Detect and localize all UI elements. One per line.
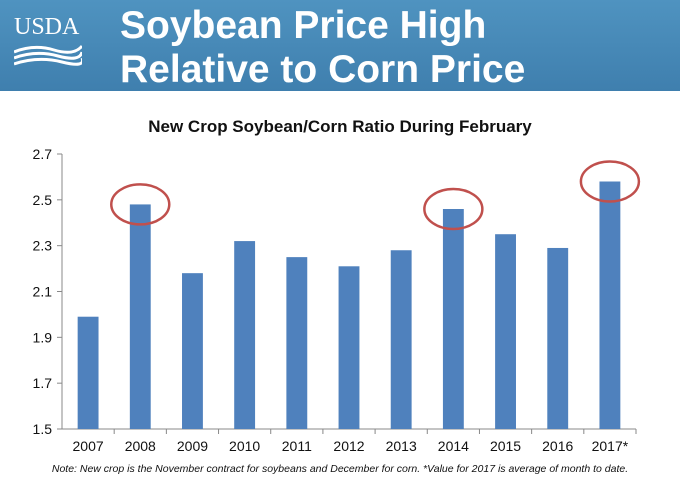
x-tick-label: 2008 bbox=[125, 438, 156, 454]
x-tick-label: 2016 bbox=[542, 438, 573, 454]
y-tick-label: 2.5 bbox=[33, 192, 53, 208]
chart-title: New Crop Soybean/Corn Ratio During Febru… bbox=[148, 117, 532, 136]
x-tick-label: 2017* bbox=[592, 438, 629, 454]
bar bbox=[286, 257, 308, 429]
highlight-circle bbox=[579, 160, 641, 203]
bar bbox=[495, 234, 516, 429]
y-tick-label: 1.9 bbox=[33, 329, 53, 345]
title-line-2: Relative to Corn Price bbox=[120, 48, 526, 91]
header-banner: USDA Soybean Price High Relative to Corn… bbox=[0, 0, 680, 91]
x-tick-label: 2014 bbox=[438, 438, 469, 454]
x-tick-label: 2015 bbox=[490, 438, 521, 454]
y-tick-label: 2.3 bbox=[33, 238, 53, 254]
bar bbox=[234, 241, 256, 429]
y-tick-label: 2.1 bbox=[33, 284, 53, 300]
chart-note: Note: New crop is the November contract … bbox=[51, 463, 629, 475]
bar bbox=[599, 181, 621, 429]
page-title: Soybean Price High Relative to Corn Pric… bbox=[120, 4, 670, 92]
y-tick-label: 1.7 bbox=[33, 375, 53, 391]
x-tick-label: 2009 bbox=[177, 438, 208, 454]
bar-chart: 1.5 1.7 1.9 2.1 2.3 2.5 2.7 2007 2008 2009 2010 201… bbox=[33, 146, 641, 454]
x-tick-label: 2010 bbox=[229, 438, 260, 454]
x-tick-label: 2011 bbox=[282, 438, 312, 454]
bar bbox=[547, 247, 569, 429]
title-line-1: Soybean Price High bbox=[120, 4, 487, 47]
logo-text: USDA bbox=[14, 14, 80, 40]
logo-landscape-icon bbox=[14, 44, 82, 66]
usda-logo: USDA bbox=[14, 14, 82, 70]
bar bbox=[442, 209, 464, 429]
bar bbox=[129, 204, 151, 429]
x-tick-label: 2007 bbox=[73, 438, 104, 454]
x-tick-label: 2013 bbox=[386, 438, 417, 454]
bar bbox=[338, 266, 360, 429]
highlight-circle bbox=[423, 187, 484, 231]
x-tick-label: 2012 bbox=[333, 438, 364, 454]
y-tick-label: 2.7 bbox=[33, 146, 53, 162]
bar bbox=[182, 273, 203, 429]
highlight-circle bbox=[110, 183, 171, 226]
bar bbox=[77, 316, 99, 429]
y-tick-label: 1.5 bbox=[33, 421, 53, 437]
bar bbox=[390, 250, 412, 429]
